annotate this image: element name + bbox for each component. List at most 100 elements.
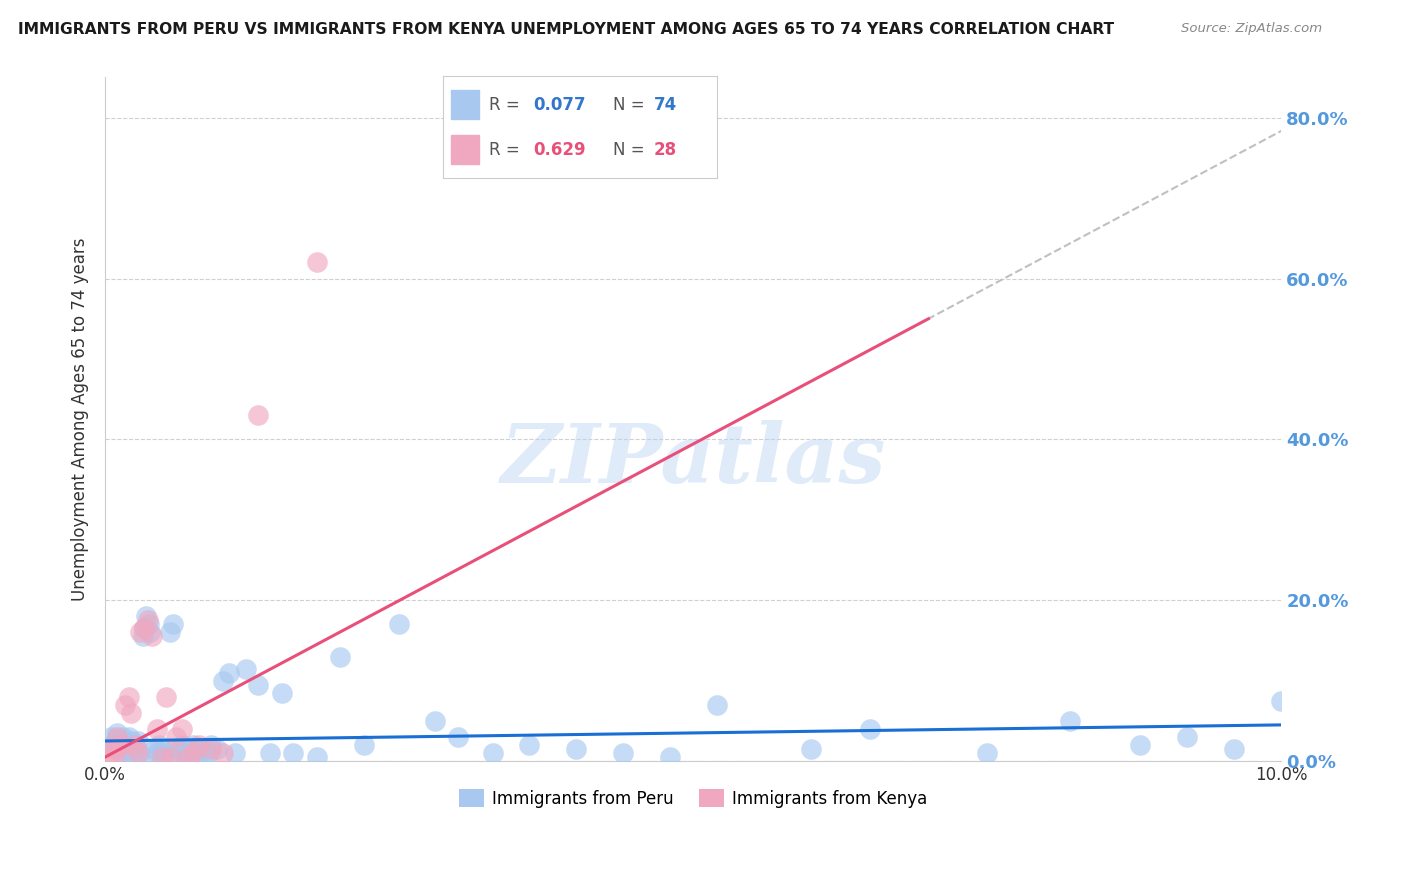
Point <box>114 742 136 756</box>
Point <box>160 750 183 764</box>
Point <box>141 629 163 643</box>
Point <box>124 738 146 752</box>
Point <box>124 738 146 752</box>
Point <box>165 730 187 744</box>
Point <box>146 746 169 760</box>
Point <box>183 738 205 752</box>
Point <box>247 678 270 692</box>
Legend: Immigrants from Peru, Immigrants from Kenya: Immigrants from Peru, Immigrants from Ke… <box>453 783 934 814</box>
Point <box>111 734 134 748</box>
Point <box>159 625 181 640</box>
Point <box>224 746 246 760</box>
Point <box>180 742 202 756</box>
Point <box>1059 714 1081 728</box>
Point <box>211 673 233 688</box>
Point <box>170 738 193 752</box>
Point <box>105 742 128 756</box>
Point <box>127 746 149 760</box>
Point <box>197 746 219 760</box>
Point <box>482 746 505 760</box>
Point <box>211 746 233 760</box>
Point <box>188 738 211 752</box>
Point <box>105 730 128 744</box>
FancyBboxPatch shape <box>451 90 478 119</box>
Point <box>283 746 305 760</box>
Point <box>800 742 823 756</box>
Point <box>118 746 141 760</box>
Point <box>174 750 197 764</box>
Point <box>329 649 352 664</box>
Point <box>564 742 586 756</box>
Point <box>121 734 143 748</box>
Point <box>517 738 540 752</box>
Point <box>114 698 136 712</box>
Point <box>136 613 159 627</box>
Point <box>118 730 141 744</box>
Point <box>150 742 173 756</box>
Point <box>200 738 222 752</box>
Point <box>976 746 998 760</box>
Point <box>658 750 681 764</box>
Point <box>135 609 157 624</box>
Point <box>143 742 166 756</box>
Point <box>155 690 177 704</box>
Point <box>447 730 470 744</box>
Point <box>108 738 131 752</box>
Point <box>100 730 122 744</box>
Point <box>859 722 882 736</box>
Point <box>153 746 176 760</box>
Point <box>100 746 122 760</box>
Point <box>104 750 127 764</box>
Point <box>612 746 634 760</box>
Point <box>165 742 187 756</box>
Point <box>194 750 217 764</box>
Point <box>190 742 212 756</box>
Point <box>111 738 134 752</box>
Point <box>150 750 173 764</box>
Point <box>132 621 155 635</box>
Text: 28: 28 <box>654 141 678 159</box>
Point <box>111 730 134 744</box>
Text: 0.629: 0.629 <box>533 141 586 159</box>
Point <box>162 617 184 632</box>
Point <box>146 722 169 736</box>
Point <box>139 625 162 640</box>
Point <box>423 714 446 728</box>
Point <box>188 746 211 760</box>
Text: 0.077: 0.077 <box>533 95 586 113</box>
Point <box>122 750 145 764</box>
Text: Source: ZipAtlas.com: Source: ZipAtlas.com <box>1181 22 1322 36</box>
Text: N =: N = <box>613 95 650 113</box>
Point <box>205 742 228 756</box>
Point <box>132 621 155 635</box>
Point <box>120 742 142 756</box>
FancyBboxPatch shape <box>451 136 478 164</box>
Point <box>169 746 191 760</box>
Text: ZIPatlas: ZIPatlas <box>501 420 886 500</box>
Point <box>305 750 328 764</box>
Point <box>127 734 149 748</box>
Point <box>176 750 198 764</box>
Point <box>305 255 328 269</box>
Point <box>1175 730 1198 744</box>
Point <box>132 629 155 643</box>
Text: R =: R = <box>489 141 526 159</box>
Point <box>129 625 152 640</box>
Point <box>388 617 411 632</box>
Point <box>235 662 257 676</box>
Point <box>141 750 163 764</box>
Point <box>259 746 281 760</box>
Point <box>108 738 131 752</box>
Point <box>120 706 142 720</box>
Point <box>115 738 138 752</box>
Point <box>138 617 160 632</box>
Point <box>1129 738 1152 752</box>
Point <box>104 734 127 748</box>
Point <box>247 409 270 423</box>
Point <box>170 722 193 736</box>
Point <box>270 686 292 700</box>
Point <box>200 742 222 756</box>
Text: N =: N = <box>613 141 650 159</box>
Point <box>706 698 728 712</box>
Point <box>105 726 128 740</box>
